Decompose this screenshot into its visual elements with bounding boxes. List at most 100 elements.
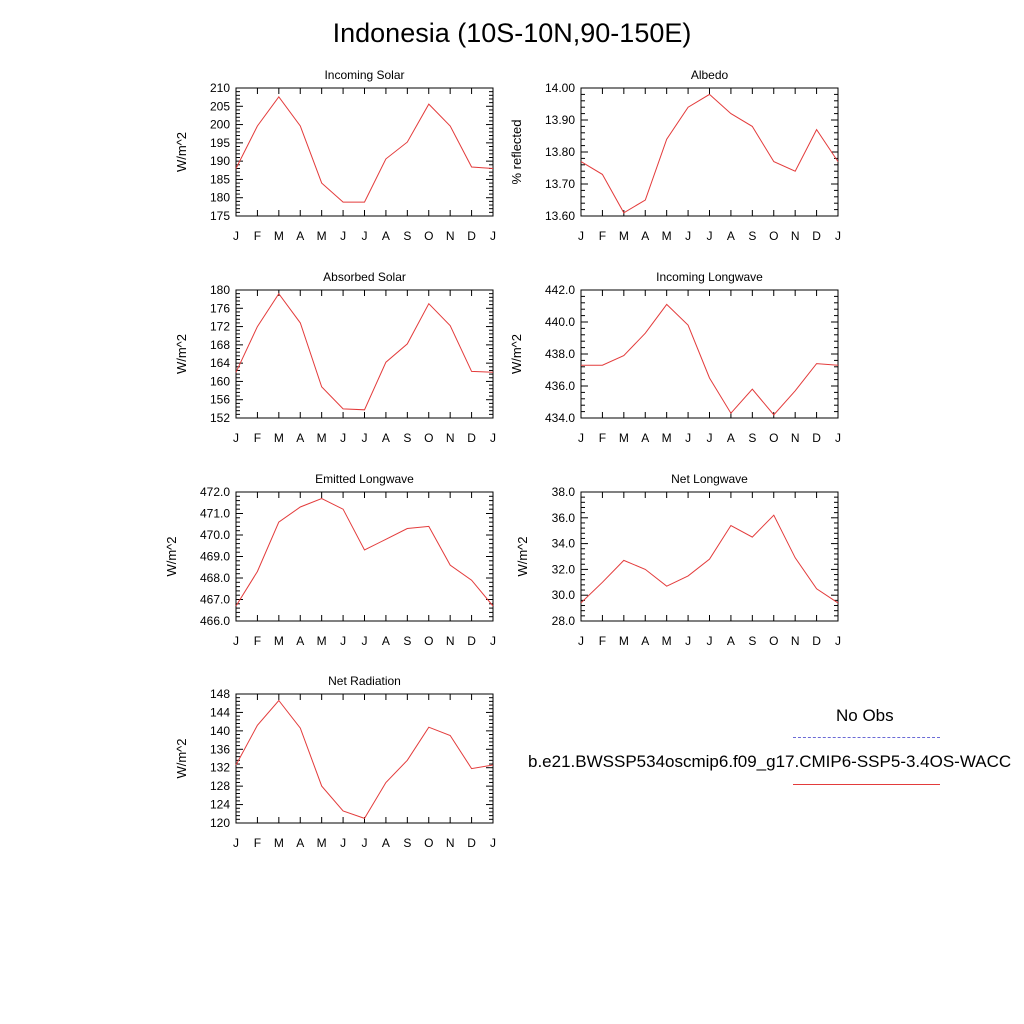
x-tick-label: J bbox=[490, 431, 496, 445]
panel-title: Incoming Solar bbox=[324, 68, 404, 82]
y-tick-label: 472.0 bbox=[200, 485, 230, 499]
x-tick-label: F bbox=[254, 229, 261, 243]
x-tick-label: S bbox=[403, 431, 411, 445]
y-tick-label: 32.0 bbox=[552, 562, 576, 576]
y-tick-label: 175 bbox=[210, 209, 230, 223]
x-tick-label: J bbox=[835, 431, 841, 445]
x-tick-label: D bbox=[467, 431, 476, 445]
x-tick-label: F bbox=[254, 836, 261, 850]
y-tick-label: 144 bbox=[210, 705, 230, 719]
series-line-model bbox=[580, 93, 839, 214]
x-tick-label: J bbox=[490, 229, 496, 243]
y-tick-label: 128 bbox=[210, 779, 230, 793]
y-axis-label: W/m^2 bbox=[515, 536, 530, 576]
x-tick-label: D bbox=[812, 634, 821, 648]
series-line-model bbox=[580, 514, 839, 604]
series-line-model bbox=[581, 303, 839, 416]
y-tick-label: 467.0 bbox=[200, 593, 230, 607]
y-tick-label: 136 bbox=[210, 742, 230, 756]
y-tick-label: 30.0 bbox=[552, 588, 576, 602]
plot-frame bbox=[235, 289, 494, 419]
y-tick-label: 195 bbox=[210, 136, 230, 150]
panel-title: Albedo bbox=[691, 68, 729, 82]
x-tick-label: N bbox=[446, 634, 455, 648]
x-tick-label: S bbox=[748, 634, 756, 648]
x-tick-label: D bbox=[467, 229, 476, 243]
x-tick-label: O bbox=[769, 229, 778, 243]
y-tick-label: 438.0 bbox=[545, 347, 575, 361]
x-tick-label: J bbox=[835, 634, 841, 648]
x-tick-label: M bbox=[662, 634, 672, 648]
x-tick-label: J bbox=[233, 431, 239, 445]
legend-model-line bbox=[793, 784, 940, 785]
x-tick-label: A bbox=[641, 431, 649, 445]
x-tick-label: S bbox=[748, 431, 756, 445]
x-tick-label: D bbox=[467, 836, 476, 850]
y-tick-label: 13.60 bbox=[545, 209, 575, 223]
x-tick-label: F bbox=[254, 431, 261, 445]
x-tick-label: A bbox=[382, 229, 390, 243]
x-tick-label: O bbox=[424, 431, 433, 445]
x-tick-label: M bbox=[619, 431, 629, 445]
x-tick-label: J bbox=[685, 634, 691, 648]
panel-title: Emitted Longwave bbox=[315, 472, 414, 486]
y-tick-label: 185 bbox=[210, 172, 230, 186]
x-tick-label: S bbox=[403, 634, 411, 648]
series-line-model bbox=[235, 699, 494, 820]
x-tick-label: N bbox=[446, 229, 455, 243]
x-tick-label: N bbox=[791, 229, 800, 243]
x-tick-label: M bbox=[274, 431, 284, 445]
x-tick-label: O bbox=[769, 431, 778, 445]
y-axis-label: W/m^2 bbox=[174, 132, 189, 172]
x-tick-label: J bbox=[490, 634, 496, 648]
series-line-model bbox=[235, 95, 494, 203]
x-tick-label: J bbox=[707, 634, 713, 648]
x-tick-label: A bbox=[727, 229, 735, 243]
y-tick-label: 38.0 bbox=[552, 485, 576, 499]
x-tick-label: J bbox=[578, 431, 584, 445]
x-tick-label: A bbox=[296, 634, 304, 648]
x-tick-label: A bbox=[641, 229, 649, 243]
plot-frame bbox=[580, 289, 839, 419]
y-axis-label: W/m^2 bbox=[174, 334, 189, 374]
x-tick-label: S bbox=[403, 836, 411, 850]
series-line-model bbox=[235, 497, 494, 607]
panel-title: Incoming Longwave bbox=[656, 270, 763, 284]
plot-frame bbox=[580, 87, 839, 217]
x-tick-label: M bbox=[619, 229, 629, 243]
series-line-model bbox=[235, 292, 494, 411]
y-tick-label: 469.0 bbox=[200, 550, 230, 564]
x-tick-label: M bbox=[317, 634, 327, 648]
y-tick-label: 180 bbox=[210, 283, 230, 297]
x-tick-label: S bbox=[748, 229, 756, 243]
y-tick-label: 440.0 bbox=[545, 315, 575, 329]
x-tick-label: M bbox=[274, 634, 284, 648]
x-tick-label: J bbox=[685, 431, 691, 445]
y-tick-label: 160 bbox=[210, 374, 230, 388]
x-tick-label: A bbox=[296, 229, 304, 243]
y-axis-label: W/m^2 bbox=[509, 334, 524, 374]
plot-frame bbox=[235, 87, 494, 217]
y-tick-label: 140 bbox=[210, 724, 230, 738]
x-tick-label: J bbox=[233, 634, 239, 648]
x-tick-label: J bbox=[340, 634, 346, 648]
legend-obs-line bbox=[793, 737, 940, 738]
y-tick-label: 152 bbox=[210, 411, 230, 425]
x-tick-label: A bbox=[296, 836, 304, 850]
y-tick-label: 180 bbox=[210, 191, 230, 205]
legend-obs-label: No Obs bbox=[836, 706, 894, 725]
x-tick-label: J bbox=[362, 431, 368, 445]
plot-frame bbox=[235, 693, 494, 824]
y-tick-label: 470.0 bbox=[200, 528, 230, 542]
x-tick-label: O bbox=[424, 836, 433, 850]
plot-frame bbox=[580, 491, 839, 622]
y-tick-label: 14.00 bbox=[545, 81, 575, 95]
figure-title: Indonesia (10S-10N,90-150E) bbox=[332, 18, 692, 48]
plot-frame bbox=[235, 491, 494, 622]
